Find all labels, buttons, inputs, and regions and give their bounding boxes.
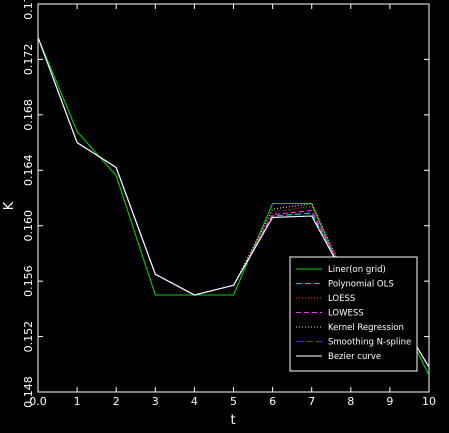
x-tick-label: 1 xyxy=(74,395,81,408)
y-tick-label: 0.168 xyxy=(22,99,35,131)
x-tick-label: 2 xyxy=(113,395,120,408)
y-axis-label: K xyxy=(2,201,17,210)
x-tick-label: 7 xyxy=(308,395,315,408)
x-tick-label: 8 xyxy=(347,395,354,408)
y-tick-label: 0.160 xyxy=(22,210,35,242)
y-tick-label: 0.164 xyxy=(22,155,35,187)
x-tick-label: 0.0 xyxy=(29,395,47,408)
legend-label: Bezier curve xyxy=(328,352,381,362)
x-tick-label: 6 xyxy=(269,395,276,408)
legend-label: Polynomial OLS xyxy=(328,280,394,290)
x-tick-label: 9 xyxy=(386,395,393,408)
x-tick-label: 4 xyxy=(191,395,198,408)
legend-label: LOESS xyxy=(328,294,355,304)
y-tick-label: 0.172 xyxy=(22,44,35,76)
y-tick-label: 0.176 xyxy=(22,0,35,20)
x-tick-label: 10 xyxy=(422,395,436,408)
legend: Liner(on grid) Polynomial OLS LOESS LOWESS K… xyxy=(289,256,418,372)
x-tick-label: 3 xyxy=(152,395,159,408)
legend-label: Kernel Regression xyxy=(328,323,404,333)
y-tick-label: 0.152 xyxy=(22,321,35,353)
x-tick-label: 5 xyxy=(230,395,237,408)
y-tick-label: 0.148 xyxy=(22,376,35,408)
legend-label: Smoothing N-spline xyxy=(328,338,411,348)
legend-label: LOWESS xyxy=(328,309,364,319)
x-axis-label: t xyxy=(230,413,235,428)
y-tick-label: 0.156 xyxy=(22,265,35,297)
legend-box xyxy=(289,256,418,372)
legend-label: Liner(on grid) xyxy=(328,265,386,275)
